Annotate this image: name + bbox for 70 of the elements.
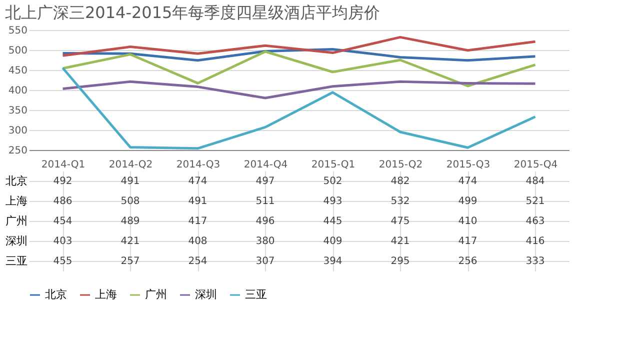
- x-tick-label: 2015-Q3: [446, 160, 490, 170]
- data-label: 403: [53, 236, 72, 247]
- data-label: 417: [188, 216, 208, 227]
- data-label: 445: [323, 216, 342, 227]
- line-series: [62, 80, 536, 100]
- y-tick-label: 250: [8, 146, 28, 156]
- data-label: 474: [188, 176, 208, 187]
- data-label: 474: [458, 176, 478, 187]
- data-label: 508: [120, 196, 140, 207]
- text: 三亚: [6, 254, 28, 268]
- data-label: 497: [256, 176, 275, 187]
- data-label: 489: [120, 216, 140, 227]
- data-label: 532: [390, 196, 410, 207]
- data-label: 463: [526, 216, 545, 227]
- line-series: [62, 36, 536, 57]
- text: 上海: [6, 194, 28, 208]
- data-label: 484: [526, 176, 545, 187]
- data-label: 394: [323, 256, 342, 267]
- data-label: 333: [526, 256, 545, 267]
- data-label: 408: [188, 236, 208, 247]
- data-label: 475: [390, 216, 410, 227]
- data-label: 410: [458, 216, 478, 227]
- x-tick-label: 2015-Q4: [514, 160, 558, 170]
- data-label: 502: [323, 176, 342, 187]
- x-tick-label: 2014-Q4: [244, 160, 288, 170]
- x-tick-label: 2014-Q2: [108, 160, 153, 170]
- data-label: 421: [120, 236, 140, 247]
- data-label: 493: [323, 196, 342, 207]
- x-tick-label: 2015-Q1: [311, 160, 356, 170]
- y-tick-label: 500: [8, 46, 28, 56]
- line-series: [62, 50, 536, 88]
- data-label: 421: [390, 236, 410, 247]
- data-label: 486: [53, 196, 72, 207]
- data-label: 295: [390, 256, 410, 267]
- text: 北京: [6, 174, 28, 188]
- y-tick-label: 450: [8, 66, 28, 76]
- data-label: 409: [323, 236, 342, 247]
- data-label: 491: [120, 176, 140, 187]
- data-label: 499: [458, 196, 478, 207]
- text: 广州: [6, 214, 28, 228]
- data-label: 257: [120, 256, 140, 267]
- y-tick-label: 400: [8, 86, 28, 96]
- y-tick-label: 300: [8, 126, 28, 136]
- data-label: 416: [526, 236, 545, 247]
- legend-label: 上海: [95, 288, 117, 301]
- data-label: 417: [458, 236, 478, 247]
- x-tick-label: 2014-Q3: [176, 160, 220, 170]
- legend-label: 广州: [145, 288, 167, 301]
- data-label: 307: [256, 256, 275, 267]
- data-label: 491: [188, 196, 208, 207]
- data-label: 455: [53, 256, 72, 267]
- data-label: 496: [256, 216, 275, 227]
- data-label: 511: [256, 196, 275, 207]
- data-label: 482: [390, 176, 410, 187]
- data-label: 380: [256, 236, 275, 247]
- data-label: 254: [188, 256, 208, 267]
- chart-title: 北上广深三2014-2015年每季度四星级酒店平均房价: [5, 3, 380, 22]
- data-label: 454: [53, 216, 72, 227]
- x-tick-label: 2015-Q2: [378, 160, 423, 170]
- x-tick-label: 2014-Q1: [41, 160, 86, 170]
- legend-label: 北京: [45, 288, 67, 301]
- legend-label: 三亚: [245, 288, 267, 301]
- data-label: 492: [53, 176, 72, 187]
- y-tick-label: 350: [8, 106, 28, 116]
- text: 深圳: [6, 234, 28, 248]
- line-series: [62, 66, 536, 150]
- data-label: 256: [458, 256, 478, 267]
- y-tick-label: 550: [8, 26, 28, 36]
- data-label: 521: [526, 196, 545, 207]
- legend-label: 深圳: [195, 288, 217, 301]
